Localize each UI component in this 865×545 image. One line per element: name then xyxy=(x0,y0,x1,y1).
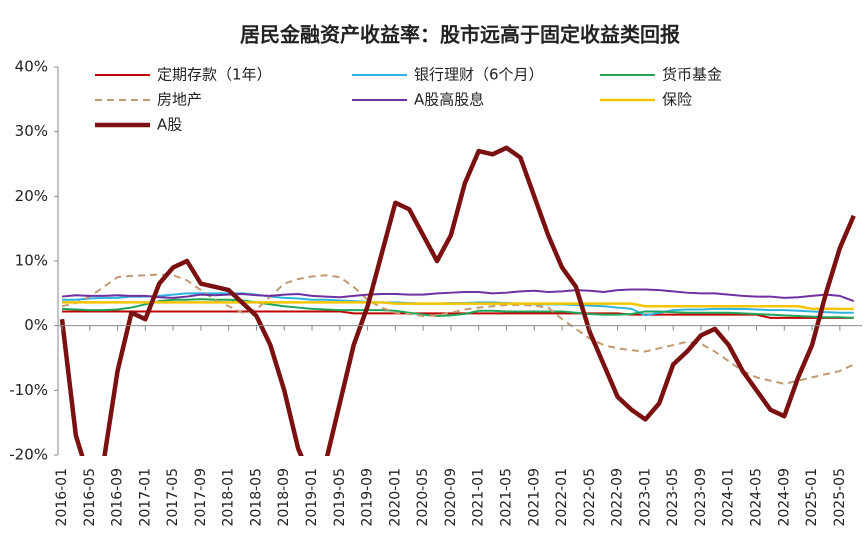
legend-label: 保险 xyxy=(662,91,692,109)
x-tick-label: 2022-01 xyxy=(554,468,570,527)
x-tick-label: 2020-01 xyxy=(387,468,403,527)
legend-label: 银行理财（6个月） xyxy=(414,66,544,84)
plot-area xyxy=(59,145,856,456)
x-tick-label: 2024-09 xyxy=(776,468,792,527)
legend-label: 货币基金 xyxy=(662,66,722,84)
x-tick-label: 2019-09 xyxy=(360,468,376,527)
series-line xyxy=(62,310,854,319)
legend-label: A股高股息 xyxy=(414,91,484,109)
x-tick-label: 2025-05 xyxy=(832,468,848,527)
y-tick-label: -10% xyxy=(9,381,48,399)
x-tick-label: 2016-05 xyxy=(82,468,98,527)
y-tick-label: 40% xyxy=(15,58,48,76)
y-tick-label: 0% xyxy=(24,316,48,334)
x-tick-label: 2024-01 xyxy=(721,468,737,527)
x-tick-label: 2021-01 xyxy=(471,468,487,527)
x-tick-label: 2017-05 xyxy=(165,468,181,527)
x-tick-label: 2018-01 xyxy=(221,468,237,527)
x-tick-label: 2024-05 xyxy=(749,468,765,527)
x-tick-label: 2020-09 xyxy=(443,468,459,527)
x-tick-label: 2023-01 xyxy=(637,468,653,527)
x-tick-label: 2023-05 xyxy=(665,468,681,527)
y-tick-label: -20% xyxy=(9,446,48,464)
legend-label: A股 xyxy=(157,116,182,134)
x-tick-label: 2022-05 xyxy=(582,468,598,527)
y-tick-label: 20% xyxy=(15,187,48,205)
x-tick-label: 2023-09 xyxy=(693,468,709,527)
x-tick-label: 2022-09 xyxy=(610,468,626,527)
series-line xyxy=(62,301,854,311)
x-tick-label: 2019-01 xyxy=(304,468,320,527)
x-tick-label: 2018-05 xyxy=(248,468,264,527)
y-tick-label: 10% xyxy=(15,252,48,270)
x-tick-label: 2017-09 xyxy=(193,468,209,527)
series-line xyxy=(61,288,855,303)
x-tick-label: 2018-09 xyxy=(276,468,292,527)
legend-label: 房地产 xyxy=(157,91,202,109)
x-tick-label: 2021-05 xyxy=(498,468,514,527)
legend-label: 定期存款（1年） xyxy=(157,66,272,84)
x-tick-label: 2020-05 xyxy=(415,468,431,527)
chart-title: 居民金融资产收益率：股市远高于固定收益类回报 xyxy=(240,23,680,47)
x-tick-label: 2025-01 xyxy=(804,468,820,527)
series-line xyxy=(59,145,856,456)
x-tick-label: 2019-05 xyxy=(332,468,348,527)
x-tick-label: 2016-09 xyxy=(110,468,126,527)
series-line xyxy=(61,298,854,319)
x-tick-label: 2021-09 xyxy=(526,468,542,527)
series-line xyxy=(61,273,855,385)
y-tick-label: 30% xyxy=(15,122,48,140)
x-tick-label: 2016-01 xyxy=(54,468,70,527)
x-tick-label: 2017-01 xyxy=(137,468,153,527)
